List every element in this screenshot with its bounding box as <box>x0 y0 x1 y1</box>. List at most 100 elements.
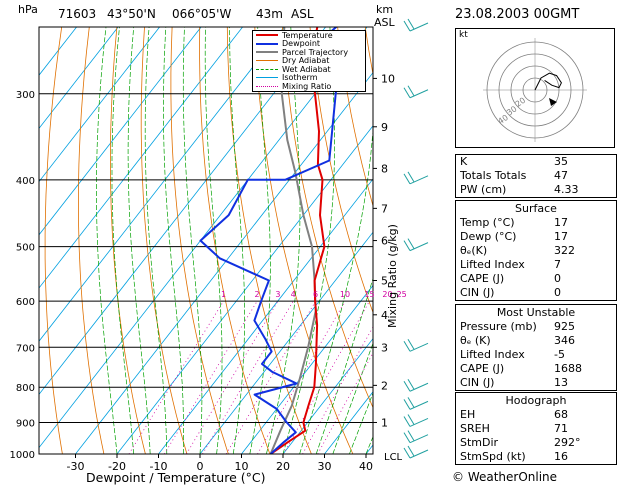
station-lat: 43°50'N <box>107 7 156 21</box>
x-tick-label: 0 <box>197 460 204 473</box>
panel-title: Surface <box>515 202 557 215</box>
most-unstable-panel: Most Unstable Pressure (mb) 925 θₑ (K) 346 Li… <box>455 304 617 391</box>
pressure-tick-label: 700 <box>16 343 35 354</box>
x-tick-label: 30 <box>318 460 332 473</box>
isotherm-line <box>282 337 373 454</box>
panel-row-value: 35 <box>554 155 568 168</box>
chart-legend: Temperature Dewpoint Parcel Trajectory Dry … <box>252 30 366 92</box>
wet-adiabat-line <box>182 27 203 454</box>
mixing-ratio-line <box>186 300 279 454</box>
mixing-ratio-label: 15 <box>364 290 374 299</box>
wind-barb <box>403 430 429 444</box>
x-tick-label: -30 <box>67 460 85 473</box>
mixing-ratio-line <box>164 300 258 454</box>
wet-adiabat-line <box>249 27 271 454</box>
mixing-ratio-label: 10 <box>340 290 350 299</box>
y-axis-label: Mixing Ratio (g/kg) <box>386 224 399 328</box>
panel-row-value: 346 <box>554 334 575 347</box>
legend-label: Parcel Trajectory <box>282 47 349 57</box>
panel-row-label: Temp (°C) <box>460 216 515 229</box>
panel-row-value: 68 <box>554 408 568 421</box>
wet-adiabat-line <box>349 392 373 454</box>
legend-swatch <box>256 51 278 54</box>
mixing-ratio-line <box>283 301 370 454</box>
x-tick-label: 40 <box>359 460 373 473</box>
km-tick-label: 8 <box>381 162 388 175</box>
wind-barb <box>403 378 429 392</box>
station-elevation: 43m <box>256 7 283 21</box>
mixing-ratio-line <box>128 300 224 454</box>
panel-row-label: EH <box>460 408 476 421</box>
wet-adiabat-line <box>204 27 223 454</box>
panel-row: Totals Totals 47 <box>456 169 616 183</box>
km-tick-label: 2 <box>381 379 388 392</box>
legend-swatch <box>256 85 278 87</box>
pressure-tick-label: 500 <box>16 243 35 254</box>
panel-row-label: K <box>460 155 468 168</box>
isotherm-line <box>39 27 160 183</box>
legend-item: Wet Adiabat <box>253 65 365 74</box>
wind-barb <box>403 445 429 459</box>
mixing-ratio-label: 25 <box>397 290 407 299</box>
panel-row: Lifted Index -5 <box>456 348 616 362</box>
legend-swatch <box>256 34 278 37</box>
panel-row-value: 17 <box>554 230 568 243</box>
hodograph-unit-label: kt <box>459 30 468 40</box>
panel-row-label: PW (cm) <box>460 183 507 196</box>
km-tick-label: 7 <box>381 202 388 215</box>
station-lon: 066°05'W <box>172 7 232 21</box>
sounding-datetime: 23.08.2003 00GMT <box>455 7 580 22</box>
mixing-ratio-label: 6 <box>313 290 318 299</box>
legend-label: Dry Adiabat <box>282 56 330 66</box>
mixing-ratio-label: 20 <box>382 290 392 299</box>
panel-row-label: Lifted Index <box>460 348 525 361</box>
wind-barb <box>403 171 429 185</box>
x-tick-label: -20 <box>108 460 126 473</box>
panel-row: CAPE (J) 1688 <box>456 362 616 376</box>
panel-row-label: θₑ(K) <box>460 244 488 257</box>
km-label: km <box>376 3 394 16</box>
km-tick-label: 6 <box>381 235 388 248</box>
panel-title: Most Unstable <box>496 306 576 319</box>
panel-row: Pressure (mb) 925 <box>456 320 616 334</box>
panel-row-label: CAPE (J) <box>460 362 505 375</box>
panel-row-label: StmDir <box>460 436 499 449</box>
x-tick-label: 10 <box>235 460 249 473</box>
panel-row-label: Lifted Index <box>460 258 525 271</box>
wet-adiabat-line <box>332 342 373 454</box>
km-tick-label: 3 <box>381 341 388 354</box>
isotherm-line <box>116 125 373 454</box>
wet-adiabat-line <box>96 27 118 454</box>
wet-adiabat-line <box>299 125 373 454</box>
station-id: 71603 <box>58 7 97 21</box>
panel-row-label: θₑ (K) <box>460 334 491 347</box>
dry-adiabat-line <box>254 27 354 454</box>
x-tick-label: -10 <box>150 460 168 473</box>
isotherm-line <box>199 231 373 454</box>
panel-row-label: SREH <box>460 422 490 435</box>
panel-row-value: 0 <box>554 272 561 285</box>
dry-adiabat-line <box>140 27 188 454</box>
legend-swatch <box>256 60 278 62</box>
legend-item: Isotherm <box>253 73 365 83</box>
hodograph-stats-panel: Hodograph EH 68 SREH 71 StmDir 292° StmSpd (kt)… <box>455 392 617 465</box>
parcel-trajectory-line <box>269 27 317 454</box>
legend-item: Parcel Trajectory <box>253 48 365 57</box>
dry-adiabat-line <box>199 27 271 454</box>
isotherm-line <box>39 27 77 76</box>
panel-row: CIN (J) 13 <box>456 376 616 390</box>
wet-adiabat-line <box>111 27 134 454</box>
mixing-ratio-label: 2 <box>255 290 260 299</box>
panel-row: CIN (J) 0 <box>456 286 616 300</box>
legend-item: Dewpoint <box>253 39 365 49</box>
isotherm-line <box>158 178 373 454</box>
indices-panel: K 35 Totals Totals 47 PW (cm) 4.33 <box>455 154 617 198</box>
legend-label: Dewpoint <box>282 39 321 49</box>
pressure-tick-label: 800 <box>16 383 35 394</box>
wet-adiabat-line <box>127 27 151 454</box>
wind-barb <box>403 414 429 427</box>
wet-adiabat-line <box>144 27 168 454</box>
legend-label: Isotherm <box>282 73 318 83</box>
